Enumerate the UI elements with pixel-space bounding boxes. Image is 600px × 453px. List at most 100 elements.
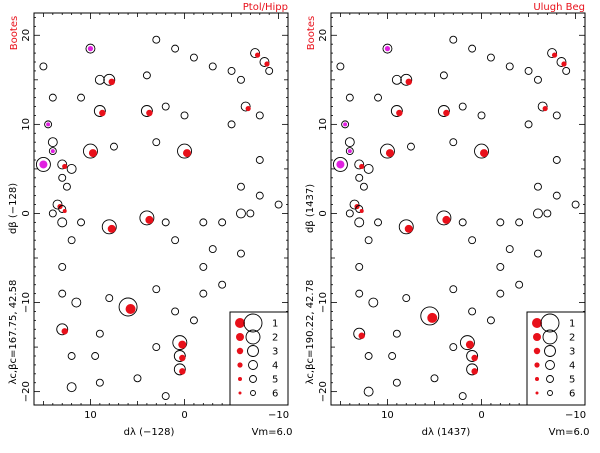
star-dot-red <box>264 61 270 67</box>
star-circle <box>171 44 180 53</box>
star-circle <box>240 101 251 112</box>
legend-circle <box>250 390 256 396</box>
legend-circle <box>545 360 555 370</box>
star-dot-red <box>179 354 186 362</box>
legend-circle <box>540 313 560 333</box>
star-dot-red <box>443 109 450 117</box>
star-circle <box>199 289 208 298</box>
x-axis-label: dλ (1437) <box>422 427 471 438</box>
x-axis-label: dλ (−128) <box>124 427 175 438</box>
star-circle <box>355 289 364 298</box>
legend-circle <box>547 390 553 396</box>
legend-label: 1 <box>569 319 575 330</box>
star-dot-red <box>359 163 365 170</box>
star-circle <box>62 182 71 191</box>
star-circle <box>39 62 48 71</box>
star-circle <box>274 200 283 209</box>
x-tick-label: 10 <box>84 410 97 421</box>
star-circle <box>255 191 264 200</box>
star-dot-red <box>404 224 413 233</box>
star-circle <box>208 62 217 71</box>
x-tick-label: 0 <box>478 410 484 421</box>
star-circle <box>82 143 98 159</box>
star-circle <box>364 236 373 245</box>
star-dot-magenta <box>46 122 51 127</box>
star-circle <box>524 66 533 75</box>
star-circle <box>392 378 401 387</box>
star-circle <box>430 374 439 383</box>
star-circle <box>449 35 458 44</box>
star-circle <box>354 159 365 170</box>
star-circle <box>227 120 236 129</box>
magnitude-limit-label: Vm=6.0 <box>252 427 293 438</box>
star-dot-red <box>145 215 154 224</box>
star-circle <box>171 307 180 316</box>
star-circle <box>374 93 382 102</box>
star-circle <box>400 73 413 86</box>
star-dot-red <box>405 78 412 86</box>
star-circle <box>57 217 68 228</box>
legend-label: 4 <box>272 361 278 372</box>
legend-dot <box>236 347 244 355</box>
star-dot-magenta <box>343 122 348 127</box>
star-circle <box>359 182 368 191</box>
star-circle <box>449 343 458 352</box>
star-circle <box>344 137 355 148</box>
star-circle <box>44 120 53 129</box>
star-circle <box>35 157 51 172</box>
star-circle <box>533 208 543 219</box>
star-circle <box>420 306 440 326</box>
legend-dot <box>533 347 541 355</box>
star-circle <box>265 66 274 75</box>
star-circle <box>58 262 67 271</box>
star-circle <box>172 335 188 351</box>
star-circle <box>237 249 245 258</box>
star-circle <box>391 74 402 85</box>
legend-dot <box>238 391 242 395</box>
star-circle <box>355 262 364 271</box>
panel-title: Ulugh Beg <box>533 2 585 13</box>
star-circle <box>458 218 467 227</box>
star-circle <box>58 173 67 182</box>
star-circle <box>345 209 354 218</box>
legend-label: 3 <box>569 347 575 358</box>
star-circle <box>161 102 170 111</box>
star-circle <box>47 137 58 148</box>
legend-circle <box>546 375 554 383</box>
star-circle <box>142 71 151 80</box>
magnitude-limit-label: Vm=6.0 <box>549 427 590 438</box>
star-circle <box>534 182 542 191</box>
star-circle <box>496 218 505 227</box>
x-tick-label: −10 <box>268 410 289 421</box>
star-circle <box>437 105 450 117</box>
star-circle <box>336 62 345 71</box>
star-circle <box>48 209 57 218</box>
constellation-label: Bootes <box>9 16 20 50</box>
star-markers <box>332 35 580 401</box>
star-circle <box>67 236 76 245</box>
x-tick-label: −10 <box>565 410 586 421</box>
star-circle <box>173 350 186 362</box>
star-circle <box>458 102 467 111</box>
star-circle <box>345 93 354 102</box>
star-circle <box>250 48 261 59</box>
legend-dot <box>238 377 242 381</box>
legend-dot <box>532 318 542 328</box>
star-dot-red <box>62 163 68 170</box>
x-tick-label: 0 <box>181 410 187 421</box>
y-tick-label: −10 <box>21 292 32 313</box>
legend-dot <box>237 362 243 368</box>
star-dot-red <box>99 109 106 117</box>
star-circle <box>349 199 360 210</box>
legend-label: 2 <box>272 333 278 344</box>
star-dot-red <box>125 304 136 314</box>
legend-dot <box>235 318 245 328</box>
star-circle <box>152 138 161 147</box>
legend-label: 6 <box>272 389 278 400</box>
star-circle <box>556 57 567 67</box>
star-circle <box>52 199 63 210</box>
y-axis-label: dβ (−128) <box>8 183 19 234</box>
star-dot-red <box>179 368 186 375</box>
legend-label: 3 <box>272 347 278 358</box>
